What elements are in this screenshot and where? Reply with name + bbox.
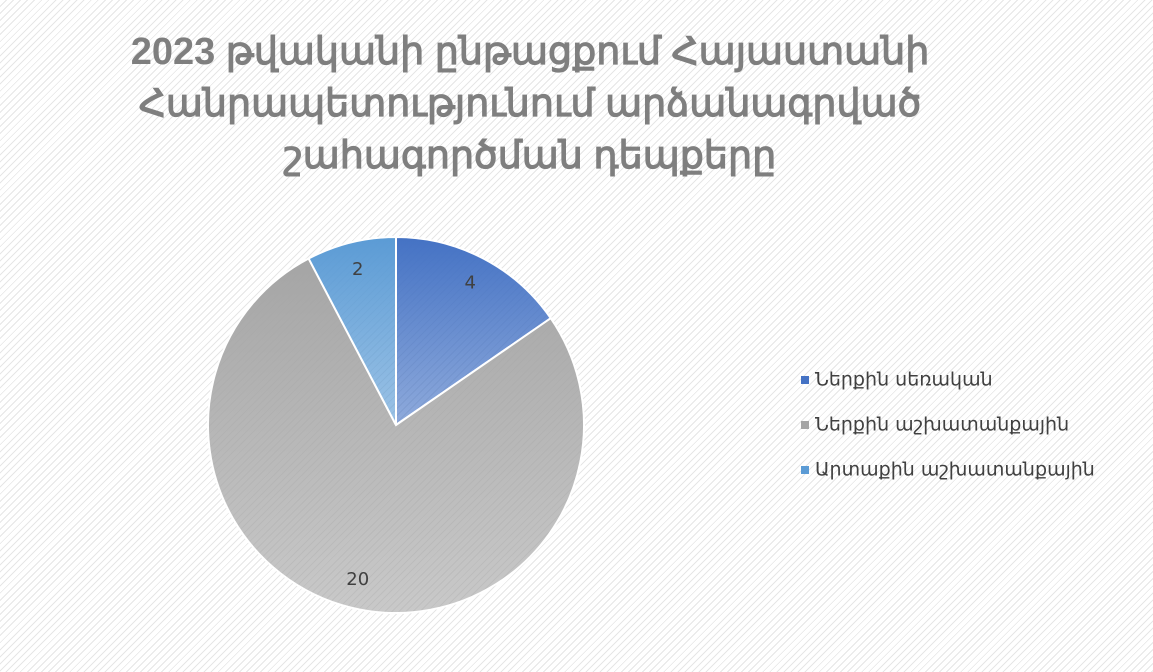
legend-label: Ներքին աշխատանքային (815, 414, 1069, 436)
legend-label: Արտաքին աշխատանքային (815, 459, 1095, 481)
legend-marker (801, 421, 809, 429)
pie-slice (395, 235, 553, 427)
pie-slice (207, 257, 585, 614)
pie-slice (307, 235, 397, 426)
data-label: 4 (465, 273, 476, 294)
legend-marker (801, 376, 809, 384)
data-label: 20 (346, 569, 369, 590)
data-label: 2 (352, 259, 363, 280)
legend-label: Ներքին սեռական (815, 369, 993, 391)
legend-marker (801, 466, 809, 474)
chart-title: 2023 թվականի ընթացքում Հայաստանի Հանրապե… (130, 31, 930, 177)
